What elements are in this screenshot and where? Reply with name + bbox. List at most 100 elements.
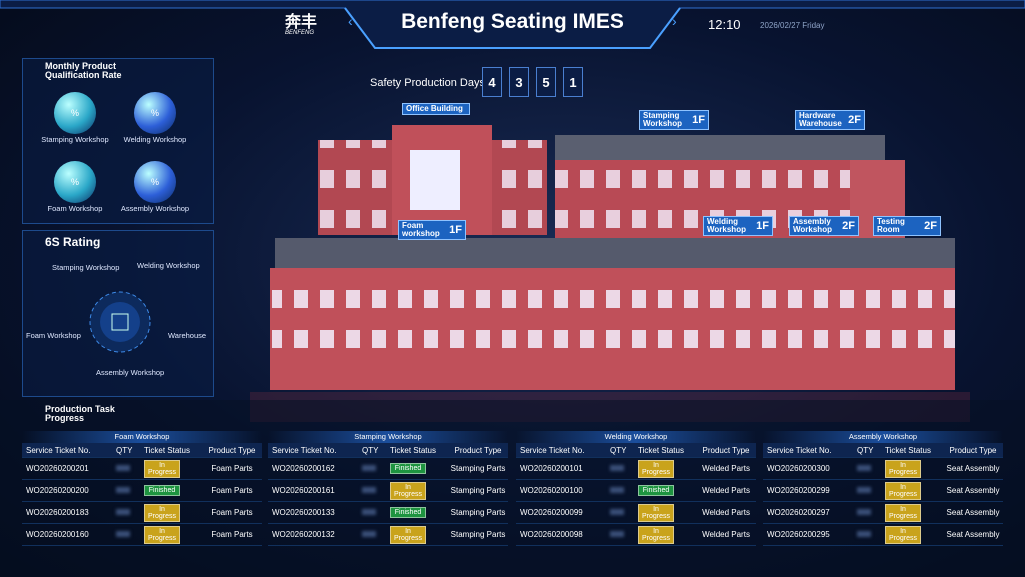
qty-cell (857, 530, 885, 539)
status-badge: In Progress (144, 459, 180, 478)
qty-cell (116, 508, 144, 517)
ticket-no: WO20260200295 (767, 530, 830, 539)
product-type: Stamping Parts (450, 486, 506, 495)
table-row: WO20260200162 Finished Stamping Parts (268, 458, 508, 480)
table-row: WO20260200299 In Progress Seat Assembly (763, 480, 1003, 502)
column-header: QTY (116, 445, 133, 455)
building-name: Testing Room (877, 217, 905, 234)
table-title: Welding Workshop (516, 431, 756, 443)
status-cell: Finished (638, 485, 696, 496)
product-type: Stamping Parts (450, 530, 506, 539)
rating-node: Warehouse (168, 331, 207, 340)
column-header: Ticket Status (390, 445, 436, 455)
qty-cell (362, 508, 390, 517)
ticket-no: WO20260200201 (26, 464, 89, 473)
safety-digit: 1 (563, 67, 583, 97)
sphere-label: Welding Workshop (123, 135, 187, 144)
table-row: WO20260200100 Finished Welded Parts (516, 480, 756, 502)
status-cell: In Progress (144, 459, 202, 478)
sphere: % (54, 92, 96, 134)
ticket-no: WO20260200132 (272, 530, 335, 539)
product-type: Foam Parts (211, 486, 253, 495)
table-row: WO20260200160 In Progress Foam Parts (22, 524, 262, 546)
ticket-no: WO20260200098 (520, 530, 583, 539)
ticket-no: WO20260200100 (520, 486, 583, 495)
sphere-label: Assembly Workshop (120, 204, 190, 213)
building-floor: 1F (756, 220, 769, 232)
status-badge: In Progress (390, 481, 426, 500)
product-type: Welded Parts (702, 486, 750, 495)
qty-blurred (116, 531, 130, 537)
product-type: Seat Assembly (946, 464, 1000, 473)
building-floor: 1F (449, 224, 462, 236)
status-cell: In Progress (885, 459, 943, 478)
table-header: Service Ticket No. QTY Ticket Status Produc… (22, 443, 262, 458)
building-label: Stamping Workshop 1F (639, 110, 709, 130)
table-title: Stamping Workshop (268, 431, 508, 443)
ticket-no: WO20260200133 (272, 508, 335, 517)
qty-cell (116, 530, 144, 539)
building-name: Office Building (406, 104, 463, 113)
ticket-no: WO20260200162 (272, 464, 335, 473)
building-floor: 2F (848, 114, 861, 126)
building-name: Assembly Workshop (793, 217, 832, 234)
building-floor: 1F (692, 114, 705, 126)
qty-cell (362, 464, 390, 473)
qty-blurred (116, 465, 130, 471)
column-header: Ticket Status (144, 445, 190, 455)
status-badge: Finished (390, 507, 426, 518)
safety-digit: 4 (482, 67, 502, 97)
rating-node: Stamping Workshop (52, 263, 120, 272)
status-cell: In Progress (144, 503, 202, 522)
ticket-no: WO20260200200 (26, 486, 89, 495)
task-table: Welding Workshop Service Ticket No. QTY Tic… (516, 431, 756, 546)
ticket-no: WO20260200099 (520, 508, 583, 517)
qty-blurred (857, 465, 871, 471)
table-header: Service Ticket No. QTY Ticket Status Produc… (763, 443, 1003, 458)
status-badge: In Progress (638, 459, 674, 478)
qty-cell (610, 530, 638, 539)
qualification-panel (22, 58, 214, 224)
table-header: Service Ticket No. QTY Ticket Status Produc… (516, 443, 756, 458)
qty-cell (857, 464, 885, 473)
table-row: WO20260200098 In Progress Welded Parts (516, 524, 756, 546)
safety-digit: 3 (509, 67, 529, 97)
sphere: % (134, 161, 176, 203)
status-badge: In Progress (885, 503, 921, 522)
status-cell: In Progress (638, 503, 696, 522)
ticket-no: WO20260200299 (767, 486, 830, 495)
qty-blurred (857, 531, 871, 537)
table-row: WO20260200183 In Progress Foam Parts (22, 502, 262, 524)
qty-cell (857, 486, 885, 495)
qty-blurred (610, 531, 624, 537)
status-badge: In Progress (885, 459, 921, 478)
column-header: Product Type (949, 445, 997, 455)
column-header: Product Type (702, 445, 750, 455)
logo-sub: BENFENG (285, 30, 315, 36)
status-badge: In Progress (885, 481, 921, 500)
qty-cell (610, 508, 638, 517)
status-cell: In Progress (390, 481, 448, 500)
status-cell: In Progress (144, 525, 202, 544)
panel-title: 6S Rating (45, 235, 101, 249)
qty-cell (610, 464, 638, 473)
building-label: Welding Workshop 1F (703, 216, 773, 236)
building-label: Testing Room 2F (873, 216, 941, 236)
building-floor: 2F (924, 220, 937, 232)
column-header: Product Type (454, 445, 502, 455)
table-row: WO20260200201 In Progress Foam Parts (22, 458, 262, 480)
table-title: Foam Workshop (22, 431, 262, 443)
table-row: WO20260200295 In Progress Seat Assembly (763, 524, 1003, 546)
status-cell: Finished (144, 485, 202, 496)
task-table: Stamping Workshop Service Ticket No. QTY Ti… (268, 431, 508, 546)
ticket-no: WO20260200183 (26, 508, 89, 517)
table-row: WO20260200132 In Progress Stamping Parts (268, 524, 508, 546)
qty-blurred (362, 531, 376, 537)
status-badge: Finished (144, 485, 180, 496)
product-type: Seat Assembly (946, 508, 1000, 517)
date: 2026/02/27 Friday (760, 21, 825, 30)
product-type: Stamping Parts (450, 464, 506, 473)
